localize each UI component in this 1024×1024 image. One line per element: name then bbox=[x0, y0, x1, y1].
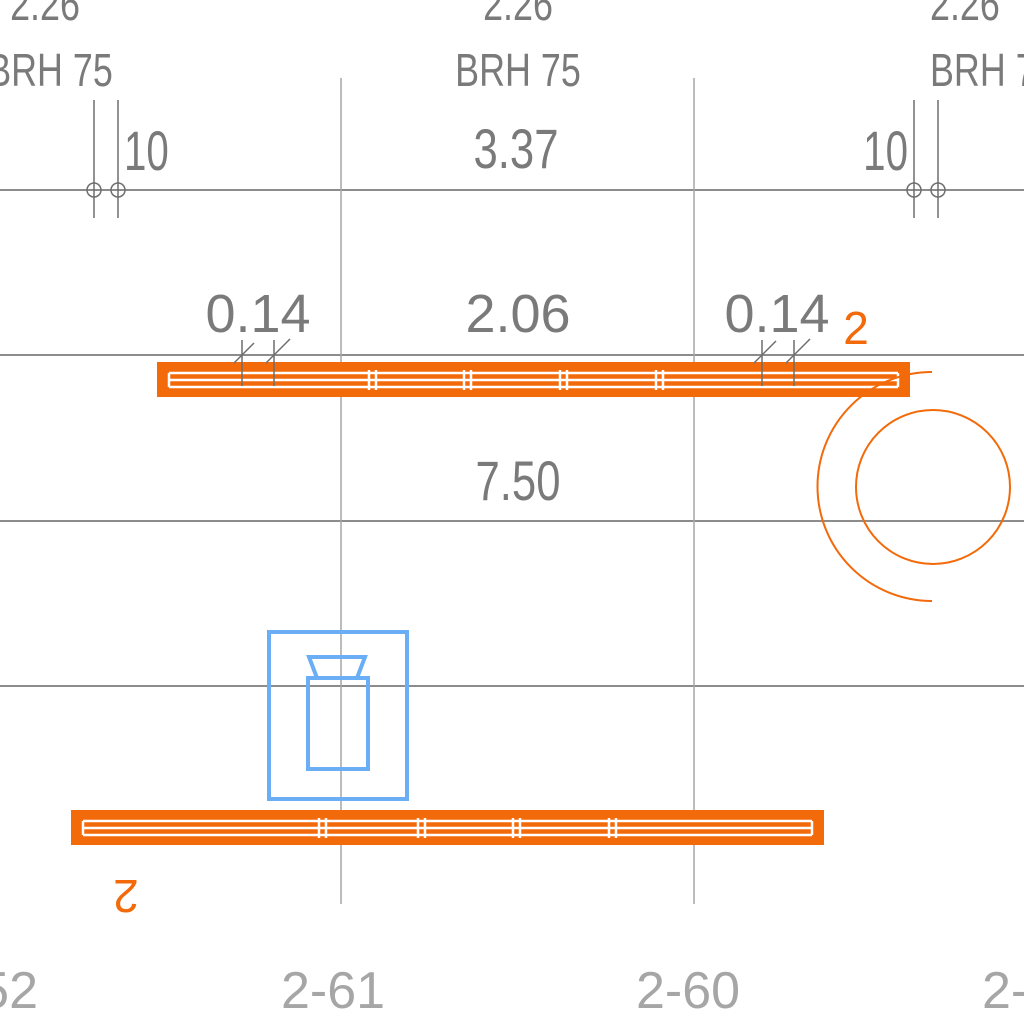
gap-ticks-left bbox=[233, 338, 291, 386]
top-center-code: BRH 75 bbox=[455, 45, 581, 96]
door-swing-icon bbox=[816, 371, 1011, 602]
rack-label-lower: 2 bbox=[113, 870, 139, 922]
offset-dimension-left bbox=[86, 100, 126, 218]
top-right-code: BRH 7 bbox=[930, 45, 1024, 96]
offset-left-label: 10 bbox=[124, 121, 169, 183]
grid-axis-label-right: 2- bbox=[982, 962, 1024, 1020]
shelving-rack-upper bbox=[157, 362, 910, 397]
grid-axis-label-2-60: 2-60 bbox=[636, 962, 740, 1020]
grid-axis-label-left: 52 bbox=[0, 962, 38, 1020]
gap-left-label: 0.14 bbox=[205, 284, 310, 344]
rack-label-upper: 2 bbox=[843, 302, 869, 354]
shelving-rack-lower bbox=[71, 810, 824, 845]
offset-dimension-right bbox=[906, 100, 946, 218]
top-left-code: BRH 75 bbox=[0, 45, 113, 96]
offset-right-label: 10 bbox=[863, 121, 908, 183]
bottle-cabinet-icon bbox=[267, 630, 409, 801]
gap-right-label: 0.14 bbox=[724, 284, 829, 344]
top-left-value: 2.26 bbox=[10, 0, 80, 30]
span-lower-label: 7.50 bbox=[476, 450, 561, 512]
top-center-value: 2.26 bbox=[483, 0, 553, 30]
gap-ticks-right bbox=[753, 338, 811, 386]
span-middle-label: 2.06 bbox=[465, 284, 570, 344]
span-upper-label: 3.37 bbox=[474, 118, 559, 180]
top-right-value: 2.26 bbox=[930, 0, 1000, 30]
grid-axis-label-2-61: 2-61 bbox=[281, 962, 385, 1020]
